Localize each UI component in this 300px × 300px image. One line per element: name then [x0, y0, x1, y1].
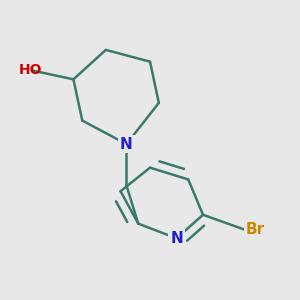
Text: Br: Br: [246, 222, 265, 237]
Text: HO: HO: [19, 64, 43, 77]
Text: N: N: [120, 136, 133, 152]
Text: N: N: [170, 231, 183, 246]
